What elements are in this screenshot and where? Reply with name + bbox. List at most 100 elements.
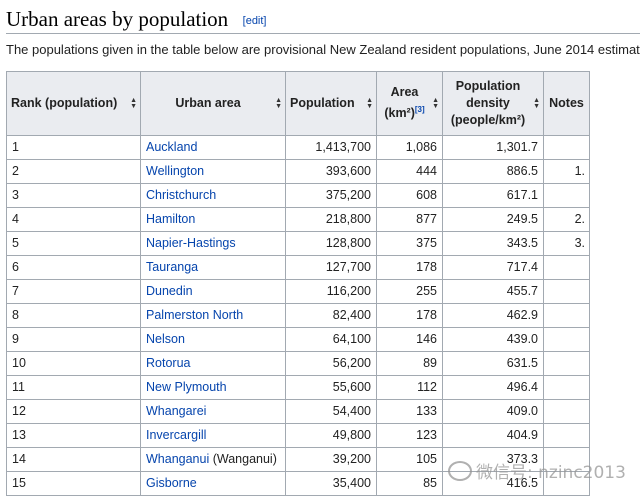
rank-cell: 4 [6,207,141,232]
area-cell: 877 [376,207,443,232]
urban-area-link[interactable]: Palmerston North [146,308,244,322]
density-cell: 249.5 [442,207,544,232]
urban-area-link[interactable]: Nelson [146,332,185,346]
density-cell: 409.0 [442,399,544,424]
table-row: 8 Palmerston North 82,400 178 462.9 [6,303,590,328]
rank-cell: 10 [6,351,141,376]
column-header-notes: Notes [543,71,590,136]
urban-area-cell: Wellington [140,159,286,184]
population-cell: 82,400 [285,303,377,328]
urban-area-cell: Napier-Hastings [140,231,286,256]
urban-area-link[interactable]: Christchurch [146,188,217,202]
urban-area-cell: Tauranga [140,255,286,280]
sort-icon[interactable]: ▲ ▼ [275,96,282,110]
density-cell: 343.5 [442,231,544,256]
notes-cell [543,135,590,160]
population-cell: 54,400 [285,399,377,424]
population-cell: 218,800 [285,207,377,232]
rank-cell: 13 [6,423,141,448]
notes-cell: 3. [543,231,590,256]
population-cell: 1,413,700 [285,135,377,160]
reference-link[interactable]: [3] [414,105,425,115]
rank-cell: 8 [6,303,141,328]
notes-cell [543,255,590,280]
column-header-label: Notes [549,96,584,110]
column-header-urban-area[interactable]: Urban area ▲ ▼ [140,71,286,136]
urban-area-link[interactable]: Auckland [146,140,198,154]
urban-area-cell: Dunedin [140,279,286,304]
sort-icon[interactable]: ▲ ▼ [130,96,137,110]
urban-areas-table: Rank (population) ▲ ▼ Urban area ▲ ▼ Popul… [6,71,590,496]
density-cell: 1,301.7 [442,135,544,160]
table-row: 14 Whanganui (Wanganui) 39,200 105 373.3 [6,447,590,472]
urban-area-link[interactable]: Tauranga [146,260,199,274]
section-heading: Urban areas by population [edit] [6,6,640,34]
table-header-row: Rank (population) ▲ ▼ Urban area ▲ ▼ Popul… [6,71,590,136]
urban-area-cell: Christchurch [140,183,286,208]
urban-area-cell: Rotorua [140,351,286,376]
urban-area-cell: Whanganui (Wanganui) [140,447,286,472]
table-row: 1 Auckland 1,413,700 1,086 1,301.7 [6,135,590,160]
urban-area-link[interactable]: Dunedin [146,284,193,298]
notes-cell [543,471,590,496]
column-header-label: Urban area [175,96,241,110]
density-cell: 455.7 [442,279,544,304]
rank-cell: 2 [6,159,141,184]
edit-link[interactable]: [edit] [242,15,267,27]
notes-cell [543,279,590,304]
density-cell: 404.9 [442,423,544,448]
column-header-area[interactable]: Area (km²)[3] ▲ ▼ [376,71,443,136]
urban-area-link[interactable]: Whanganui [146,452,210,466]
notes-cell [543,351,590,376]
rank-cell: 5 [6,231,141,256]
area-cell: 89 [376,351,443,376]
population-cell: 39,200 [285,447,377,472]
rank-cell: 7 [6,279,141,304]
table-row: 5 Napier-Hastings 128,800 375 343.5 3. [6,231,590,256]
rank-cell: 6 [6,255,141,280]
intro-paragraph: The populations given in the table below… [6,42,640,57]
rank-cell: 3 [6,183,141,208]
sort-icon[interactable]: ▲ ▼ [533,96,540,110]
area-cell: 123 [376,423,443,448]
sort-icon[interactable]: ▲ ▼ [432,96,439,110]
column-header-population[interactable]: Population ▲ ▼ [285,71,377,136]
rank-cell: 11 [6,375,141,400]
density-cell: 717.4 [442,255,544,280]
urban-area-cell: Nelson [140,327,286,352]
population-cell: 393,600 [285,159,377,184]
column-header-label: Rank (population) [11,96,118,110]
watermark: 微信号: nzinc2013 [448,458,626,483]
urban-area-link[interactable]: Rotorua [146,356,191,370]
watermark-text: 微信号: nzinc2013 [476,463,626,483]
urban-area-link[interactable]: Hamilton [146,212,196,226]
urban-area-link[interactable]: New Plymouth [146,380,227,394]
column-header-label: Population density (people/km²) [450,79,526,127]
density-cell: 462.9 [442,303,544,328]
urban-area-link[interactable]: Invercargill [146,428,207,442]
population-cell: 49,800 [285,423,377,448]
sort-icon[interactable]: ▲ ▼ [366,96,373,110]
notes-cell [543,399,590,424]
table-row: 13 Invercargill 49,800 123 404.9 [6,423,590,448]
urban-area-link[interactable]: Gisborne [146,476,197,490]
column-header-density[interactable]: Population density (people/km²) ▲ ▼ [442,71,544,136]
urban-area-cell: Invercargill [140,423,286,448]
urban-area-cell: Auckland [140,135,286,160]
table-row: 11 New Plymouth 55,600 112 496.4 [6,375,590,400]
area-cell: 444 [376,159,443,184]
area-cell: 85 [376,471,443,496]
notes-cell [543,303,590,328]
rank-cell: 14 [6,447,141,472]
area-cell: 105 [376,447,443,472]
population-cell: 35,400 [285,471,377,496]
rank-cell: 1 [6,135,141,160]
density-cell: 631.5 [442,351,544,376]
area-cell: 178 [376,303,443,328]
area-cell: 178 [376,255,443,280]
notes-cell [543,423,590,448]
urban-area-link[interactable]: Whangarei [146,404,207,418]
urban-area-link[interactable]: Wellington [146,164,205,178]
urban-area-link[interactable]: Napier-Hastings [146,236,236,250]
column-header-rank[interactable]: Rank (population) ▲ ▼ [6,71,141,136]
